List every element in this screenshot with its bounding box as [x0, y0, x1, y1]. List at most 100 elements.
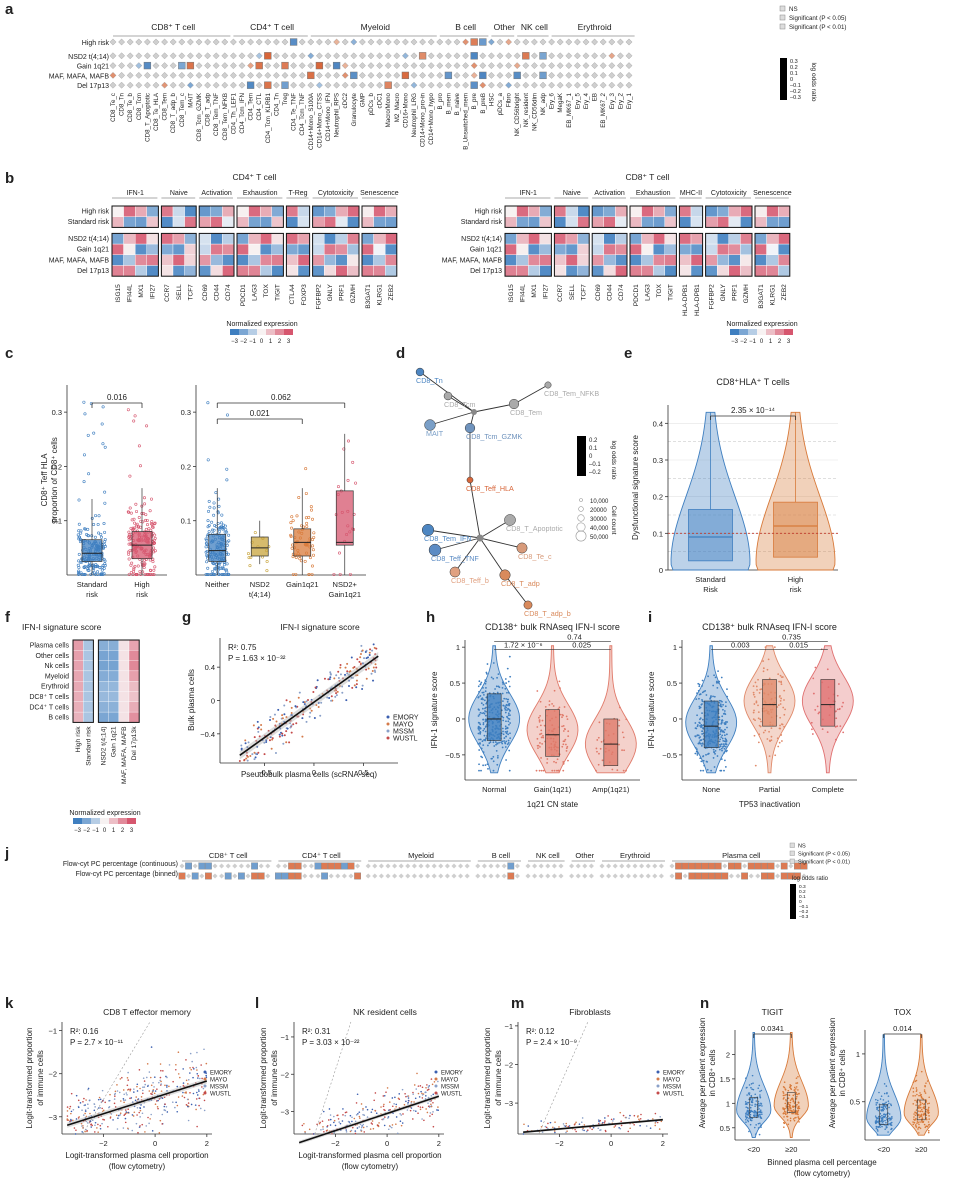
data-point [366, 1108, 369, 1111]
data-point [132, 419, 136, 423]
a-cell [247, 72, 254, 79]
a-cell [281, 81, 289, 89]
data-point [479, 731, 482, 734]
data-point [333, 1121, 335, 1124]
data-point [281, 734, 284, 737]
data-point [750, 1097, 752, 1100]
pvalue-label: 0.025 [572, 640, 591, 649]
data-point [487, 767, 489, 770]
legend-label: EMORY [441, 1071, 463, 1077]
data-point [717, 681, 720, 684]
data-point [882, 1102, 884, 1105]
panel-label-b: b [5, 170, 14, 187]
data-point [754, 681, 757, 684]
data-point [698, 705, 701, 708]
b-cell [664, 205, 677, 217]
data-point [80, 572, 84, 576]
a-cell [247, 52, 254, 60]
a-cell [307, 62, 315, 69]
data-point [432, 1125, 435, 1128]
a-cell [109, 52, 117, 60]
j-cell [728, 873, 734, 879]
data-point [355, 1114, 358, 1116]
j-legend-label: NS [798, 844, 806, 850]
b-col-label: MX1 [531, 284, 538, 298]
data-point [721, 700, 723, 703]
y-tick-label: 0.5 [850, 1098, 860, 1107]
j-cell [558, 863, 564, 869]
data-point [136, 524, 140, 528]
a-cell [204, 38, 211, 46]
data-point [639, 1117, 642, 1120]
data-point [125, 1109, 127, 1111]
data-point [305, 521, 309, 525]
a-col-label: CD8_Tn [119, 92, 126, 116]
data-point [329, 672, 332, 675]
data-point [216, 570, 220, 574]
j-cell [405, 863, 411, 869]
a-cell [376, 62, 383, 69]
b-cell [146, 243, 159, 256]
a-cell [324, 81, 332, 89]
x-tick-label: NSD2+ [333, 580, 358, 589]
a-cell [221, 72, 229, 79]
data-point [134, 502, 138, 506]
data-point [790, 1088, 793, 1090]
a-cell [376, 81, 383, 89]
data-point [555, 761, 557, 764]
a-cell [393, 38, 401, 46]
data-point [113, 1102, 116, 1105]
data-point [877, 1130, 879, 1132]
b-cell [766, 254, 779, 266]
data-point [591, 1128, 593, 1131]
data-point [322, 1110, 325, 1113]
data-point [206, 458, 210, 462]
b-cell [324, 205, 337, 217]
data-point [357, 1112, 359, 1115]
data-point [625, 1116, 628, 1119]
data-point [141, 1112, 144, 1115]
network-edge [479, 519, 511, 539]
data-point [127, 1071, 129, 1074]
data-point [720, 729, 723, 732]
b-cell [603, 243, 616, 256]
data-point [72, 1108, 75, 1111]
data-point [87, 1087, 90, 1090]
data-point [480, 769, 482, 772]
regression-line [239, 655, 379, 756]
data-point [370, 672, 373, 675]
data-point [351, 1116, 353, 1119]
j-cell [327, 862, 335, 870]
data-point [415, 1088, 418, 1090]
data-point [876, 1099, 879, 1102]
data-point [564, 728, 566, 731]
b-cell [248, 205, 261, 217]
data-point [94, 1121, 97, 1124]
data-point [185, 1091, 187, 1093]
data-point [753, 695, 756, 698]
data-point [131, 528, 135, 532]
a-col-label: CD4_Tcm_TNF [299, 93, 306, 136]
data-point [341, 691, 344, 694]
data-point [918, 1126, 921, 1129]
data-point [151, 525, 155, 529]
data-point [190, 1068, 193, 1071]
data-point [156, 1100, 158, 1102]
b-col-label: IFI27 [150, 284, 157, 299]
data-point [745, 1113, 747, 1115]
b-cell [641, 265, 654, 277]
data-point [756, 689, 758, 691]
data-point [920, 1115, 923, 1117]
b-legend-tick: −2 [240, 339, 248, 345]
data-point [878, 1119, 880, 1121]
data-point [354, 1130, 357, 1132]
data-point [776, 706, 779, 708]
j-cell [481, 873, 487, 879]
data-point [311, 548, 315, 552]
k-title: CD8 T effector memory [103, 1007, 192, 1017]
data-point [912, 1081, 915, 1084]
data-point [715, 680, 718, 683]
a-col-label: CD8_Te_HLA [153, 92, 160, 131]
data-point [70, 1112, 72, 1115]
j-cell [532, 863, 538, 869]
